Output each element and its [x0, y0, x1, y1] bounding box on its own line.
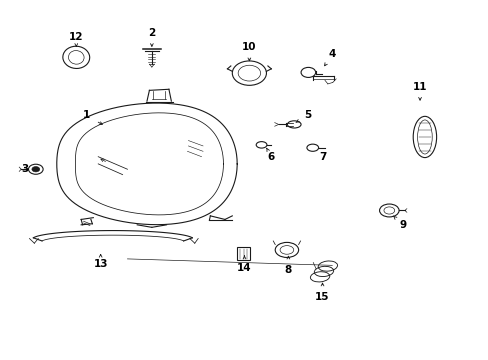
Text: 12: 12: [69, 32, 83, 41]
Text: 5: 5: [304, 111, 311, 121]
Text: 6: 6: [267, 152, 274, 162]
Bar: [236, 247, 250, 260]
Ellipse shape: [32, 167, 40, 172]
Text: 15: 15: [315, 292, 329, 302]
Text: 3: 3: [21, 164, 29, 174]
Text: 14: 14: [237, 263, 251, 273]
Text: 9: 9: [399, 220, 406, 230]
Text: 13: 13: [93, 259, 108, 269]
Text: 11: 11: [412, 82, 427, 92]
Text: 1: 1: [82, 111, 89, 121]
Text: 4: 4: [328, 49, 335, 59]
Text: 8: 8: [284, 265, 291, 275]
Text: 2: 2: [148, 28, 155, 38]
Text: 7: 7: [318, 152, 325, 162]
Text: 10: 10: [242, 42, 256, 52]
